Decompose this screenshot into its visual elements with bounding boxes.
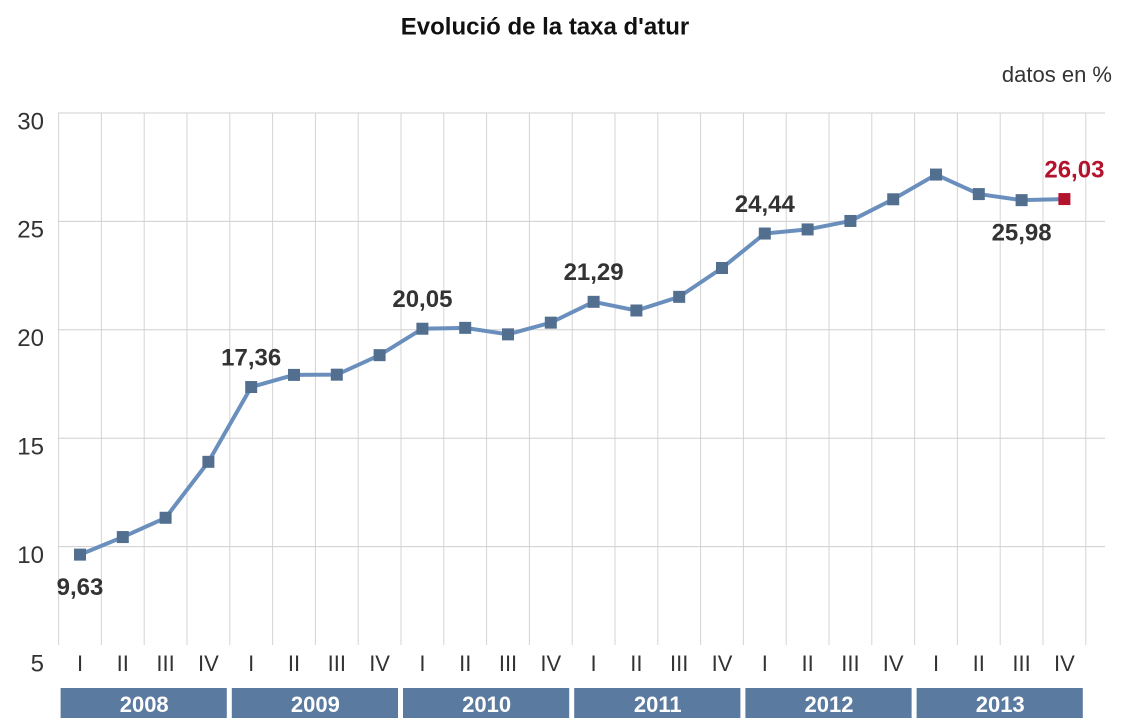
x-tick-label: I (248, 651, 254, 676)
marker (544, 316, 557, 329)
marker (758, 227, 771, 240)
marker (74, 548, 86, 561)
marker (673, 290, 686, 303)
x-tick-label: I (591, 651, 597, 676)
marker (887, 193, 900, 206)
marker (116, 531, 129, 544)
marker (416, 322, 429, 335)
marker (159, 511, 172, 524)
x-tick-label: II (288, 651, 300, 676)
year-label: 2009 (291, 692, 340, 717)
x-tick-label: IV (712, 651, 733, 676)
year-band (231, 688, 398, 720)
data-label: 21,29 (564, 259, 624, 286)
data-label: 25,98 (992, 219, 1052, 246)
line (79, 172, 1065, 557)
data-label: 26,03 (1044, 156, 1104, 183)
marker (202, 455, 215, 468)
x-tick-label: II (630, 651, 642, 676)
marker (1015, 194, 1028, 207)
x-tick-label: III (156, 651, 174, 676)
y-tick-label: 30 (17, 108, 44, 135)
year-label: 2013 (976, 692, 1025, 717)
year-band (745, 688, 912, 720)
year-label: 2012 (805, 692, 854, 717)
data-label: 17,36 (221, 344, 281, 371)
x-tick-label: IV (883, 651, 904, 676)
x-tick-label: I (933, 651, 939, 676)
x-tick-label: II (117, 651, 129, 676)
y-tick-label: 20 (17, 325, 44, 352)
x-tick-label: II (801, 651, 813, 676)
x-tick-label: IV (1054, 651, 1075, 676)
year-label: 2010 (462, 692, 511, 717)
year-label: 2011 (634, 692, 682, 717)
x-tick-label: I (762, 651, 768, 676)
marker (630, 304, 643, 317)
year-band (60, 688, 227, 720)
year-label: 2008 (120, 692, 169, 717)
x-tick-label: IV (198, 651, 219, 676)
data-label: 24,44 (735, 191, 796, 218)
marker (502, 328, 514, 341)
x-tick-label: I (419, 651, 425, 676)
marker (330, 368, 343, 381)
year-band (403, 688, 570, 720)
marker (716, 262, 728, 275)
x-tick-label: II (459, 651, 471, 676)
x-tick-label: III (670, 651, 688, 676)
marker (245, 381, 258, 394)
data-label: 9,63 (57, 574, 104, 601)
x-tick-label: III (1012, 651, 1030, 676)
x-tick-label: IV (369, 651, 390, 676)
data-label: 20,05 (392, 286, 452, 313)
x-tick-label: III (499, 651, 517, 676)
y-tick-label: 10 (17, 542, 44, 569)
year-band (916, 688, 1083, 720)
y-tick-label: 15 (17, 434, 44, 461)
marker (930, 168, 942, 181)
year-band (574, 688, 741, 720)
x-tick-label: III (841, 651, 859, 676)
marker (1058, 193, 1071, 206)
marker (972, 188, 985, 201)
chart-title: Evolució de la taxa d'atur (401, 13, 689, 40)
unit-note: datos en % (1002, 62, 1112, 87)
marker (844, 214, 857, 227)
marker (587, 295, 600, 308)
y-tick-label: 5 (31, 650, 44, 677)
marker (801, 223, 814, 236)
marker (459, 321, 472, 334)
x-tick-label: III (328, 651, 346, 676)
marker (373, 349, 386, 362)
marker (288, 368, 300, 381)
y-tick-label: 25 (17, 217, 44, 244)
x-tick-label: IV (540, 651, 561, 676)
x-tick-label: I (77, 651, 83, 676)
x-tick-label: II (973, 651, 985, 676)
